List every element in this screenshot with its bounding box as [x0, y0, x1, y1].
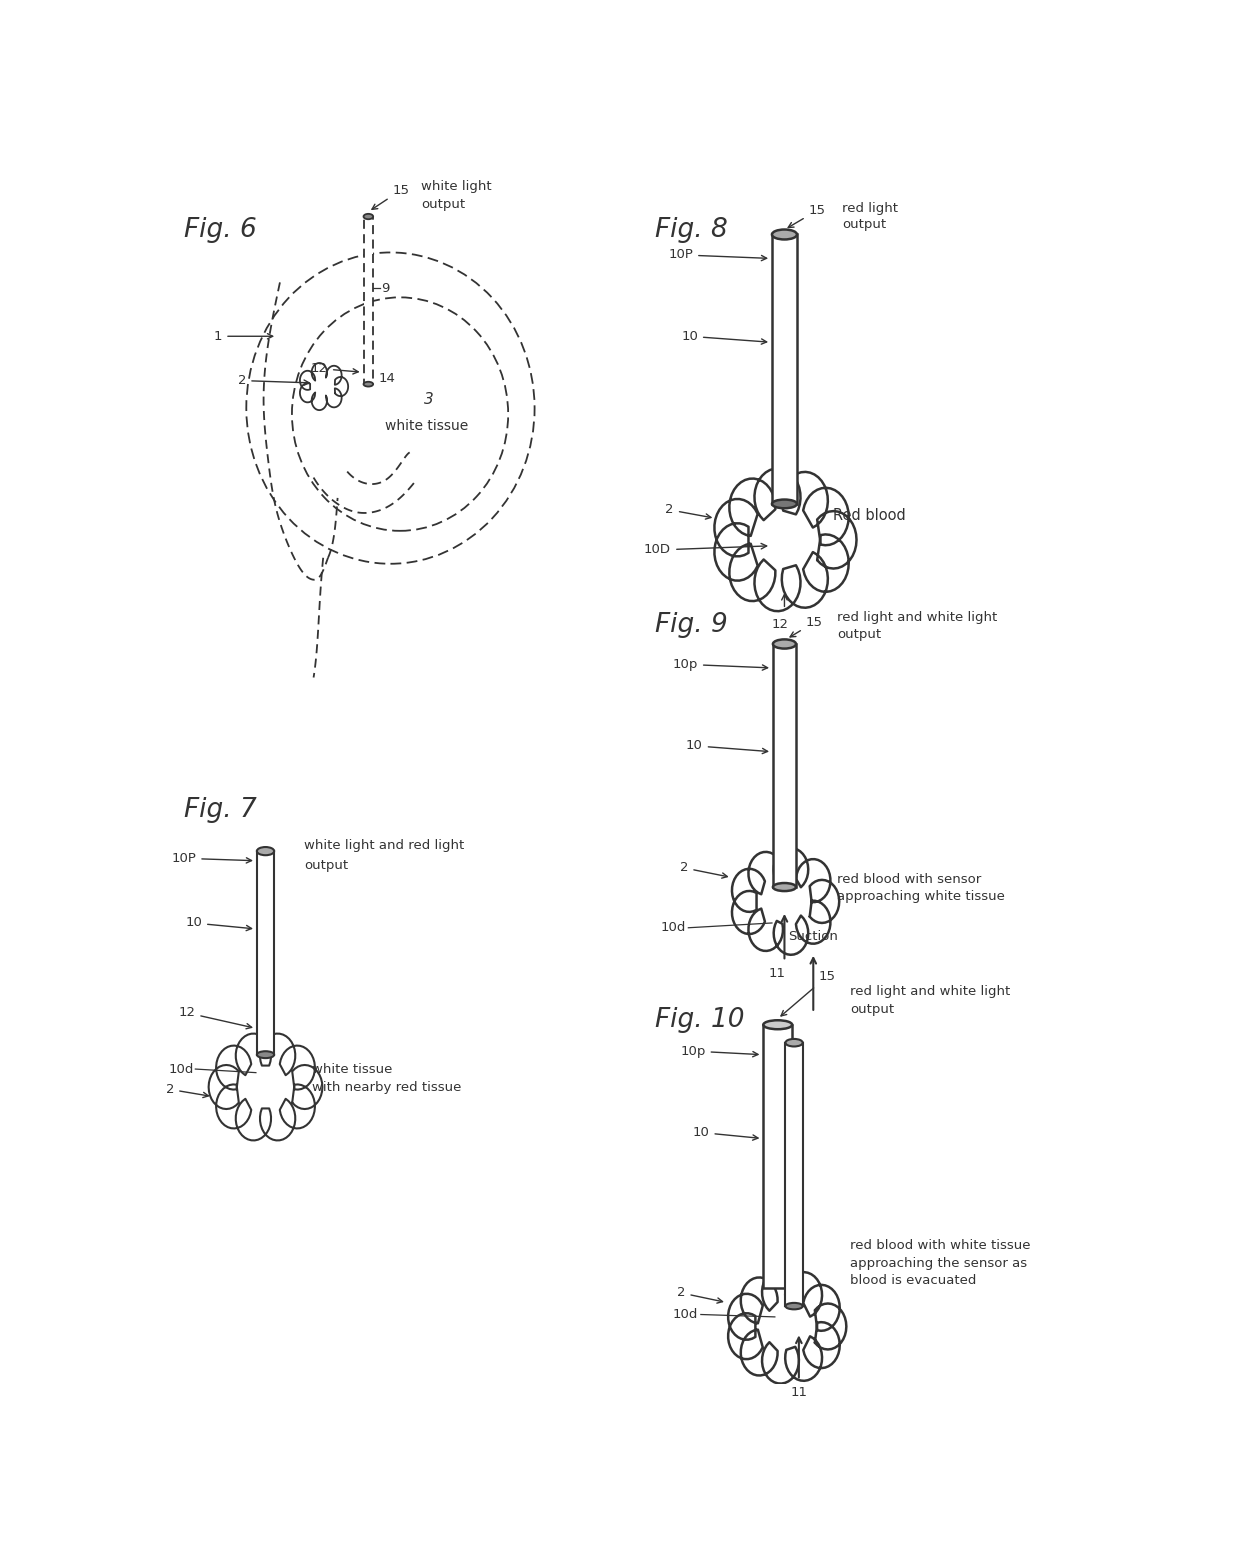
- Ellipse shape: [257, 1051, 274, 1057]
- Text: Fig. 10: Fig. 10: [655, 1006, 744, 1033]
- Text: white tissue: white tissue: [311, 1062, 392, 1076]
- Text: 2: 2: [166, 1082, 208, 1098]
- Bar: [773, 644, 796, 886]
- Ellipse shape: [785, 1303, 802, 1309]
- Ellipse shape: [363, 215, 373, 219]
- Polygon shape: [714, 468, 857, 611]
- Text: 12: 12: [311, 362, 358, 375]
- Text: 12: 12: [179, 1006, 252, 1029]
- Text: output: output: [849, 1003, 894, 1015]
- Text: white light: white light: [422, 180, 492, 193]
- Text: 2: 2: [238, 375, 309, 387]
- Text: white light and red light: white light and red light: [304, 838, 464, 852]
- Text: 9: 9: [381, 281, 389, 295]
- Text: 10: 10: [693, 1126, 758, 1140]
- Bar: [764, 1025, 792, 1288]
- Text: red blood with white tissue: red blood with white tissue: [849, 1238, 1030, 1252]
- Text: with nearby red tissue: with nearby red tissue: [311, 1081, 461, 1093]
- Text: red light: red light: [842, 202, 898, 215]
- Text: 15: 15: [372, 183, 409, 210]
- Bar: [363, 216, 373, 384]
- Text: 15: 15: [781, 970, 835, 1015]
- Text: 12: 12: [771, 617, 789, 631]
- Text: 10p: 10p: [681, 1045, 758, 1057]
- Text: Red blood: Red blood: [832, 508, 905, 524]
- Ellipse shape: [257, 847, 274, 855]
- Polygon shape: [300, 362, 348, 411]
- Ellipse shape: [773, 230, 797, 239]
- Text: output: output: [304, 858, 348, 872]
- Ellipse shape: [785, 1039, 802, 1047]
- Text: 15: 15: [789, 204, 826, 227]
- Text: 2: 2: [677, 1286, 723, 1303]
- Text: 1: 1: [213, 330, 273, 342]
- Ellipse shape: [363, 383, 373, 387]
- Text: 14: 14: [379, 372, 396, 384]
- Text: 10: 10: [681, 330, 766, 344]
- Text: 10P: 10P: [668, 249, 766, 261]
- Text: approaching white tissue: approaching white tissue: [837, 889, 1006, 903]
- Text: 10P: 10P: [171, 852, 252, 865]
- Text: 10: 10: [686, 739, 768, 754]
- Text: Fig. 7: Fig. 7: [184, 798, 257, 823]
- Text: red light and white light: red light and white light: [837, 611, 997, 624]
- Text: 10p: 10p: [672, 658, 768, 670]
- Polygon shape: [728, 1269, 847, 1384]
- Text: approaching the sensor as: approaching the sensor as: [849, 1256, 1027, 1269]
- Text: output: output: [422, 197, 465, 211]
- Bar: [257, 851, 274, 1054]
- Text: output: output: [837, 628, 882, 641]
- Ellipse shape: [764, 1020, 792, 1029]
- Text: 10d: 10d: [169, 1062, 193, 1076]
- Text: output: output: [842, 218, 887, 232]
- Text: 3: 3: [424, 392, 434, 407]
- Bar: [785, 1043, 802, 1306]
- Text: blood is evacuated: blood is evacuated: [849, 1275, 976, 1288]
- Text: 10d: 10d: [660, 921, 686, 935]
- Text: red light and white light: red light and white light: [849, 984, 1011, 998]
- Polygon shape: [208, 1034, 322, 1140]
- Text: Suction: Suction: [789, 930, 838, 944]
- Text: 10: 10: [185, 916, 252, 930]
- Text: 10d: 10d: [672, 1308, 698, 1322]
- Text: 10D: 10D: [644, 543, 671, 555]
- Text: 15: 15: [790, 616, 822, 638]
- Text: 2: 2: [680, 861, 728, 879]
- Text: 11: 11: [769, 967, 785, 980]
- Text: 11: 11: [790, 1387, 807, 1400]
- Text: Fig. 9: Fig. 9: [655, 611, 728, 638]
- Ellipse shape: [773, 499, 797, 508]
- Text: 2: 2: [666, 504, 711, 519]
- Text: white tissue: white tissue: [386, 418, 469, 434]
- Text: Fig. 6: Fig. 6: [184, 216, 257, 243]
- Polygon shape: [732, 847, 839, 955]
- Text: red blood with sensor: red blood with sensor: [837, 874, 982, 886]
- Text: Fig. 8: Fig. 8: [655, 216, 728, 243]
- Ellipse shape: [773, 639, 796, 648]
- Bar: [773, 235, 797, 504]
- Ellipse shape: [773, 883, 796, 891]
